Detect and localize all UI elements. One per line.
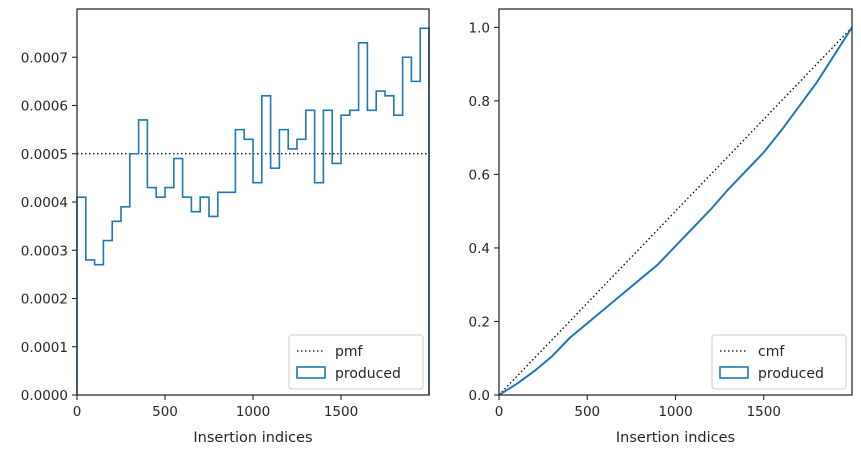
y-tick-label: 0.0006 bbox=[21, 99, 68, 115]
legend-produced-swatch bbox=[719, 366, 749, 379]
series-produced-step-line bbox=[76, 27, 430, 395]
y-tick-label: 0.0003 bbox=[21, 243, 68, 259]
y-tick-label: 0.0 bbox=[469, 388, 490, 404]
series-produced-line bbox=[498, 26, 853, 396]
x-tick-label: 1000 bbox=[658, 404, 692, 420]
x-axis-label: Insertion indices bbox=[193, 430, 312, 446]
y-tick-label: 0.0000 bbox=[21, 388, 68, 404]
x-axis-label: Insertion indices bbox=[616, 430, 735, 446]
legend-produced-label: produced bbox=[758, 366, 824, 382]
x-tick-label: 1500 bbox=[747, 404, 781, 420]
y-tick-label: 0.6 bbox=[469, 167, 490, 183]
x-tick-label: 0 bbox=[495, 404, 504, 420]
legend: cmf produced bbox=[711, 334, 847, 390]
legend-box bbox=[711, 334, 847, 390]
legend-produced-swatch bbox=[296, 366, 326, 379]
y-tick-label: 1.0 bbox=[469, 20, 490, 36]
legend-cmf-label: cmf bbox=[758, 344, 785, 360]
legend-box bbox=[288, 334, 424, 390]
y-tick-label: 0.2 bbox=[469, 314, 490, 330]
x-tick-label: 500 bbox=[152, 404, 178, 420]
x-tick-label: 1500 bbox=[324, 404, 358, 420]
legend-pmf-label: pmf bbox=[335, 344, 364, 360]
y-tick-label: 0.0005 bbox=[21, 147, 68, 163]
y-tick-label: 0.0004 bbox=[21, 195, 68, 211]
x-tick-label: 1000 bbox=[236, 404, 270, 420]
x-tick-label: 500 bbox=[574, 404, 600, 420]
y-tick-label: 0.4 bbox=[469, 241, 490, 257]
y-tick-label: 0.0007 bbox=[21, 50, 68, 66]
cmf-line-panel: 0 500 1000 1500 0.0 0.2 0.4 0.6 0.8 1.0 Insertion … bbox=[469, 8, 853, 446]
series-cmf-line bbox=[498, 26, 853, 396]
y-tick-label: 0.0002 bbox=[21, 292, 68, 308]
legend-produced-label: produced bbox=[335, 366, 401, 382]
y-tick-label: 0.0001 bbox=[21, 340, 68, 356]
pmf-histogram-panel: 0 500 1000 1500 0.0000 0.0001 0.0002 0.0003 0.00… bbox=[21, 8, 430, 446]
legend: pmf produced bbox=[288, 334, 424, 390]
x-tick-label: 0 bbox=[73, 404, 82, 420]
y-tick-label: 0.8 bbox=[469, 94, 490, 110]
